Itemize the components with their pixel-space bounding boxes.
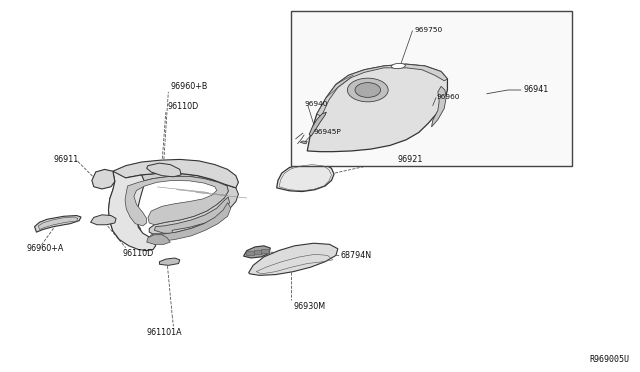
Text: 96921: 96921: [397, 155, 423, 164]
Polygon shape: [147, 163, 181, 177]
Polygon shape: [35, 215, 81, 232]
Text: 96110D: 96110D: [122, 249, 154, 258]
Polygon shape: [154, 197, 230, 233]
Text: 68794N: 68794N: [340, 251, 371, 260]
Polygon shape: [108, 173, 239, 243]
Circle shape: [348, 78, 388, 102]
Text: R969005U: R969005U: [589, 355, 629, 364]
Text: 96960: 96960: [436, 94, 460, 100]
Polygon shape: [307, 64, 447, 152]
Circle shape: [355, 83, 381, 97]
Polygon shape: [248, 243, 338, 275]
Ellipse shape: [392, 63, 405, 69]
Polygon shape: [113, 160, 239, 188]
Text: 96940: 96940: [304, 101, 328, 107]
Polygon shape: [92, 169, 115, 189]
Bar: [246, 251, 253, 255]
Text: 96945P: 96945P: [314, 129, 342, 135]
Polygon shape: [91, 215, 116, 225]
Polygon shape: [38, 217, 78, 230]
Text: 961101A: 961101A: [146, 328, 182, 337]
Polygon shape: [108, 171, 156, 251]
Polygon shape: [300, 141, 307, 144]
Polygon shape: [149, 203, 231, 241]
Text: 96960+A: 96960+A: [27, 244, 64, 253]
Polygon shape: [431, 86, 446, 127]
Text: 96911: 96911: [54, 155, 79, 164]
Bar: [291, 11, 572, 166]
Polygon shape: [125, 176, 228, 226]
Text: 96960+B: 96960+B: [170, 82, 207, 91]
Polygon shape: [309, 112, 326, 136]
Text: 969750: 969750: [414, 27, 442, 33]
Text: 96941: 96941: [524, 85, 549, 94]
Text: 96110D: 96110D: [167, 102, 198, 111]
Polygon shape: [317, 64, 447, 116]
Bar: [254, 250, 262, 254]
Polygon shape: [244, 246, 270, 258]
Polygon shape: [276, 163, 334, 192]
Polygon shape: [159, 258, 180, 265]
Polygon shape: [147, 235, 170, 244]
Text: 96930M: 96930M: [293, 302, 325, 311]
Bar: [261, 249, 269, 253]
